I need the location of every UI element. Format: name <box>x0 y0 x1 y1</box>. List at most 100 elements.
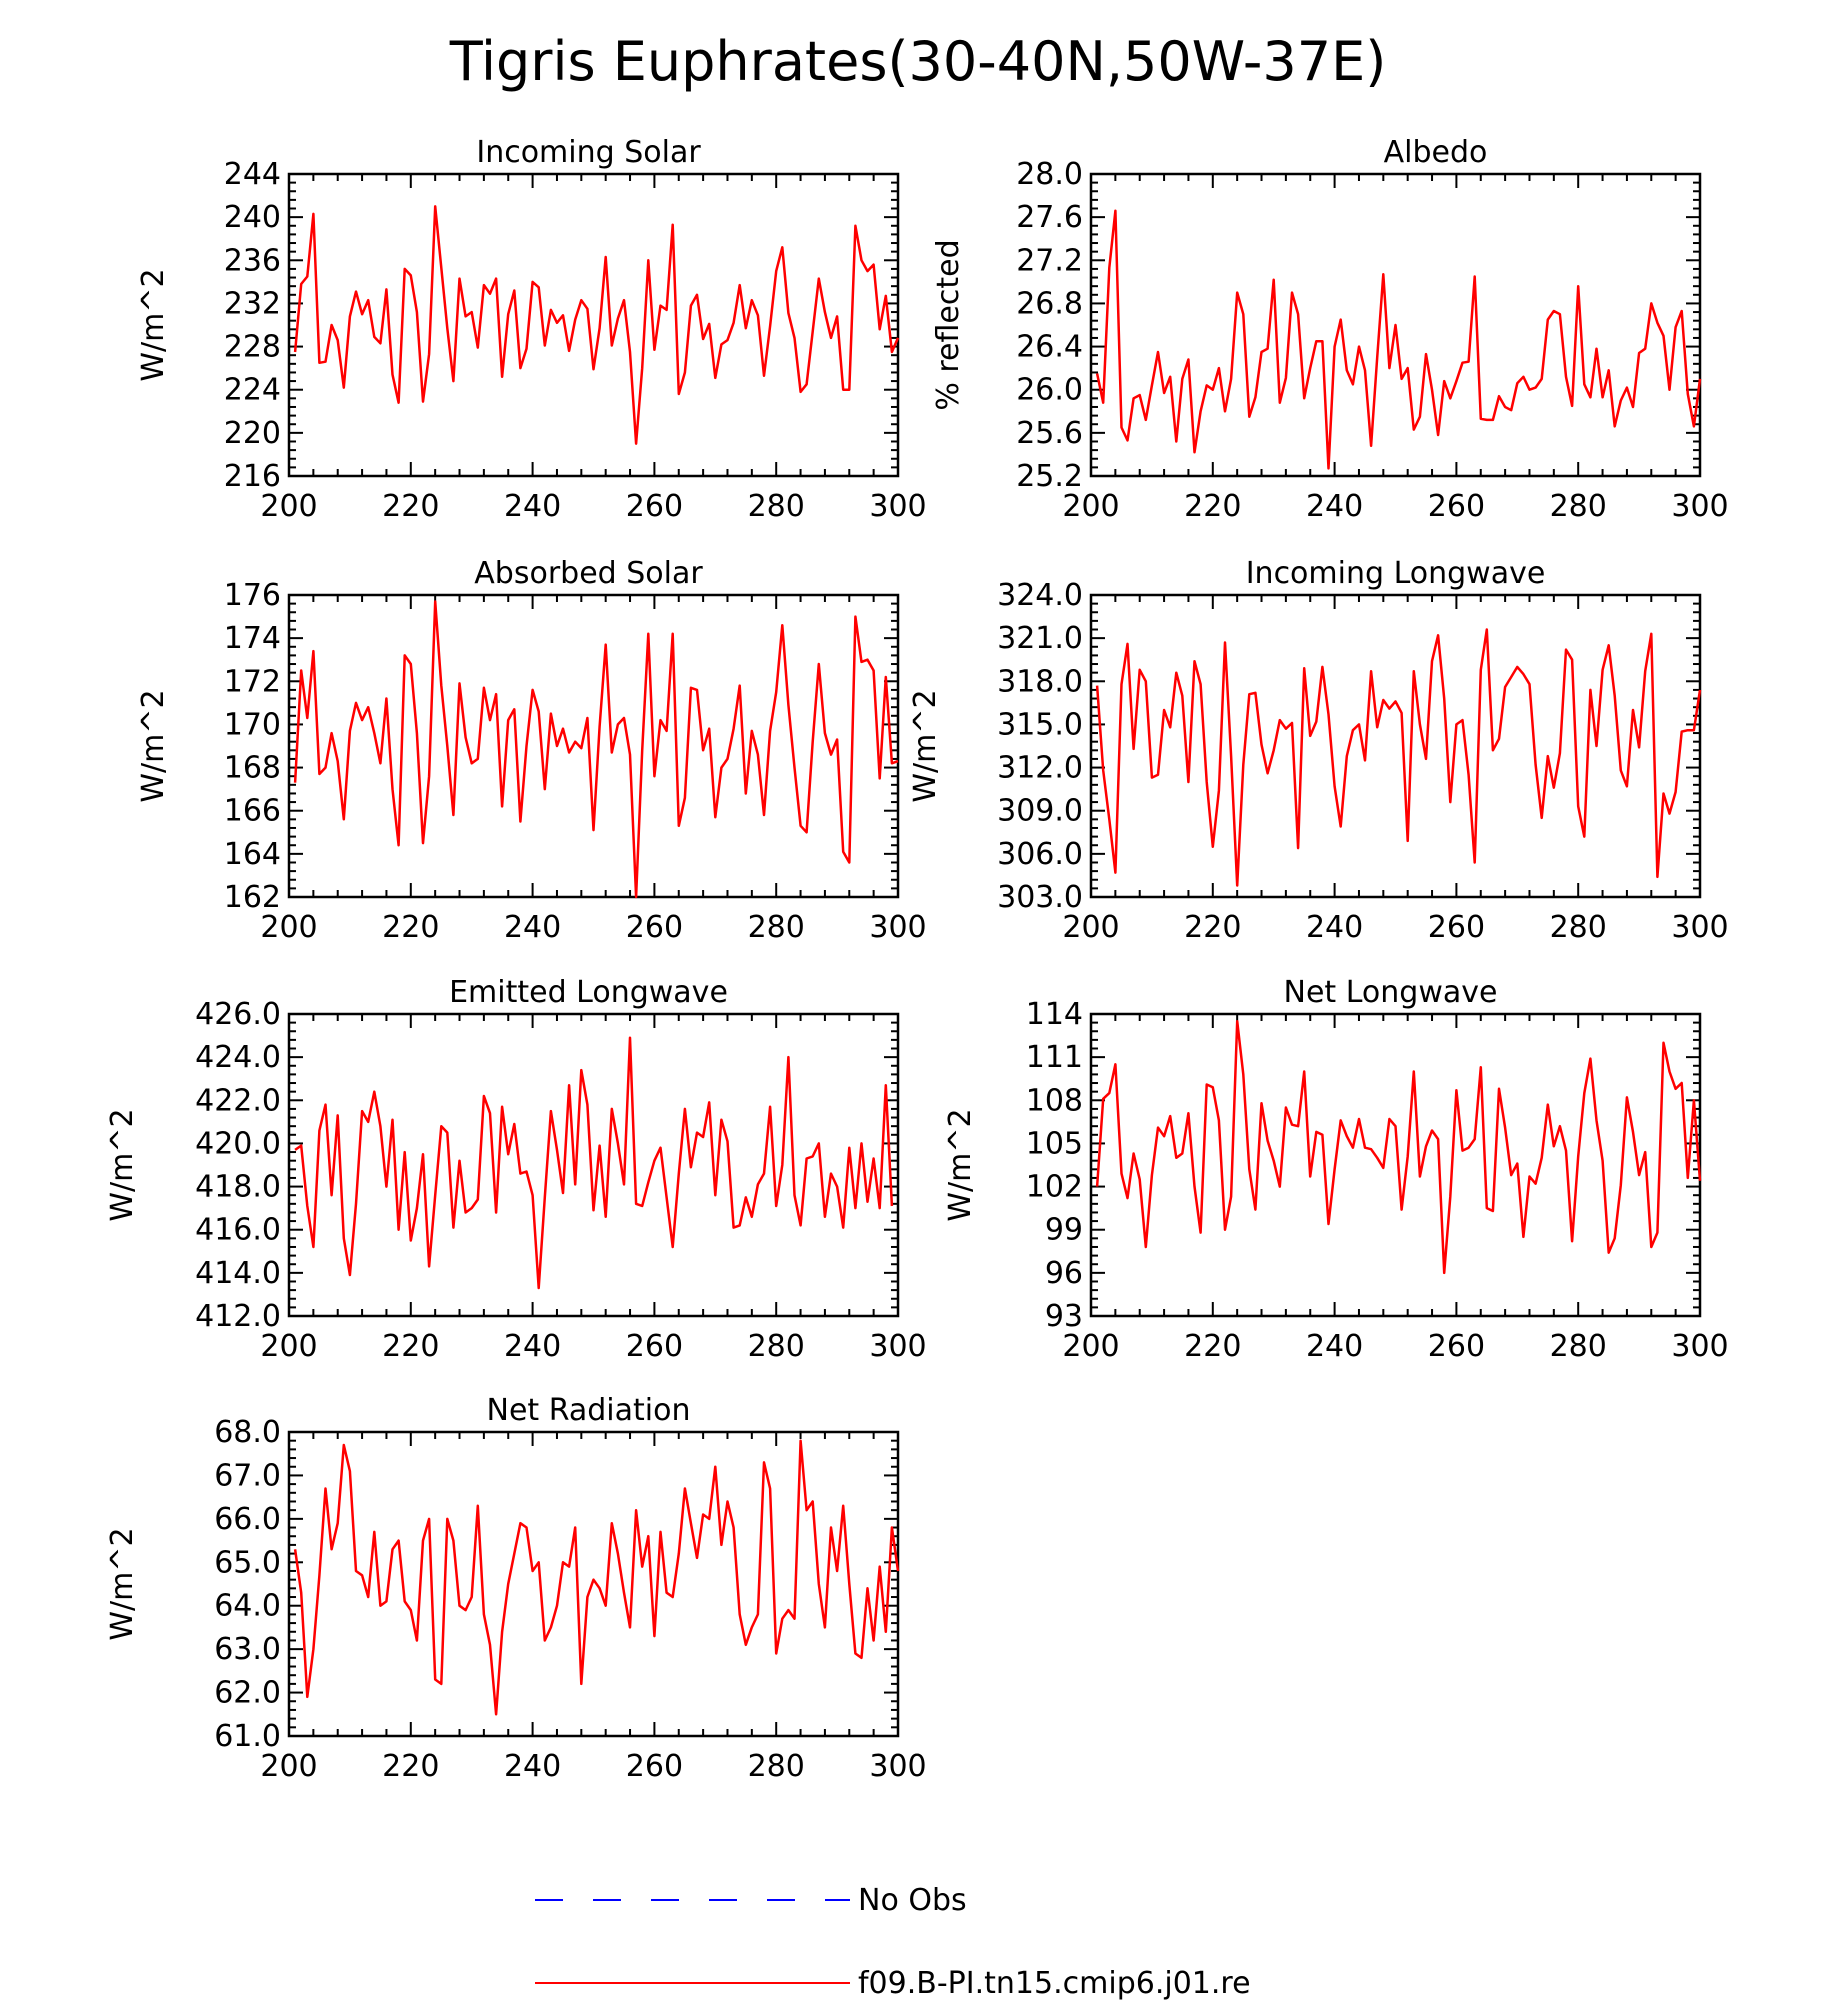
y-tick-label: 306.0 <box>997 837 1083 872</box>
plot-frame <box>287 1430 900 1738</box>
x-tick-label: 260 <box>626 1749 683 1784</box>
y-tick-label: 170 <box>224 707 281 742</box>
y-tick-label: 312.0 <box>997 751 1083 786</box>
legend-model-label: f09.B-PI.tn15.cmip6.j01.re <box>858 1966 1251 2001</box>
plot-frame <box>1089 172 1702 478</box>
x-tick-label: 280 <box>748 1329 805 1364</box>
y-tick-label: 318.0 <box>997 664 1083 699</box>
y-tick-label: 64.0 <box>214 1589 281 1624</box>
panel-incoming-longwave: 200 220 240 260 280 300 303.0 306.0 309.0 312.0 31… <box>908 556 1729 945</box>
y-tick-label: 228 <box>224 330 281 365</box>
x-tick-label: 300 <box>869 1749 926 1784</box>
y-tick-label: 174 <box>224 621 281 656</box>
y-tick-label: 303.0 <box>997 880 1083 915</box>
y-axis-label: W/m^2 <box>136 689 171 802</box>
y-tick-label: 93 <box>1045 1299 1083 1334</box>
panel-title: Incoming Solar <box>476 135 701 170</box>
y-tick-label: 166 <box>224 794 281 829</box>
y-axis-label: W/m^2 <box>943 1108 978 1221</box>
panel-title: Net Radiation <box>487 1393 691 1428</box>
y-tick-label: 61.0 <box>214 1719 281 1754</box>
figure-title: Tigris Euphrates(30-40N,50W-37E) <box>449 30 1387 93</box>
y-axis-label: % reflected <box>931 239 966 410</box>
x-tick-label: 220 <box>1184 489 1241 524</box>
panel-absorbed-solar: 200 220 240 260 280 300 162 164 166 168 170 172 174 1… <box>136 556 927 945</box>
y-tick-label: 105 <box>1026 1126 1083 1161</box>
x-tick-label: 280 <box>1550 1329 1607 1364</box>
x-tick-label: 260 <box>626 489 683 524</box>
series-line-net-longwave <box>1095 1019 1702 1275</box>
y-tick-label: 416.0 <box>195 1213 281 1248</box>
plot-frame <box>1089 1012 1702 1318</box>
legend-obs-label: No Obs <box>858 1883 967 1918</box>
y-tick-label: 244 <box>224 157 281 192</box>
x-tick-label: 240 <box>504 1329 561 1364</box>
panel-title: Incoming Longwave <box>1246 556 1546 591</box>
x-tick-label: 300 <box>1671 489 1728 524</box>
x-tick-label: 220 <box>1184 1329 1241 1364</box>
x-tick-label: 200 <box>1062 910 1119 945</box>
y-tick-label: 111 <box>1026 1040 1083 1075</box>
panel-net-radiation: 200 220 240 260 280 300 61.0 62.0 63.0 64.0 65.0 66… <box>105 1393 927 1784</box>
x-tick-label: 200 <box>1062 1329 1119 1364</box>
y-tick-label: 27.2 <box>1016 243 1083 278</box>
x-tick-label: 280 <box>1550 910 1607 945</box>
y-tick-label: 315.0 <box>997 707 1083 742</box>
y-tick-label: 25.2 <box>1016 459 1083 494</box>
panel-albedo: 200 220 240 260 280 300 25.2 25.6 26.0 26.4 26.8 27… <box>931 135 1729 524</box>
x-tick-label: 260 <box>1428 489 1485 524</box>
y-tick-label: 102 <box>1026 1170 1083 1205</box>
x-tick-label: 280 <box>748 1749 805 1784</box>
y-tick-label: 26.8 <box>1016 286 1083 321</box>
x-tick-label: 240 <box>504 910 561 945</box>
x-tick-label: 220 <box>382 1329 439 1364</box>
series-line-absorbed-solar <box>293 600 899 899</box>
panel-title: Emitted Longwave <box>449 975 728 1010</box>
y-tick-label: 114 <box>1026 997 1083 1032</box>
y-tick-label: 309.0 <box>997 794 1083 829</box>
x-tick-label: 260 <box>626 1329 683 1364</box>
y-tick-label: 420.0 <box>195 1126 281 1161</box>
x-tick-label: 220 <box>382 910 439 945</box>
y-tick-label: 62.0 <box>214 1676 281 1711</box>
series-line-incoming-solar <box>293 205 900 445</box>
y-tick-label: 25.6 <box>1016 416 1083 451</box>
y-tick-label: 108 <box>1026 1083 1083 1118</box>
panel-emitted-longwave: 200 220 240 260 280 300 412.0 414.0 416.0 418.0 42… <box>105 975 927 1364</box>
y-tick-label: 26.4 <box>1016 330 1083 365</box>
y-tick-label: 168 <box>224 751 281 786</box>
y-tick-label: 216 <box>224 459 281 494</box>
plot-frame <box>287 593 900 899</box>
panel-title: Albedo <box>1384 135 1488 170</box>
y-tick-label: 27.6 <box>1016 200 1083 235</box>
plot-frame <box>287 172 900 478</box>
y-tick-label: 236 <box>224 243 281 278</box>
x-tick-label: 200 <box>260 910 317 945</box>
y-tick-label: 240 <box>224 200 281 235</box>
x-tick-label: 200 <box>260 489 317 524</box>
x-tick-label: 220 <box>382 489 439 524</box>
y-tick-label: 412.0 <box>195 1299 281 1334</box>
y-tick-label: 426.0 <box>195 997 281 1032</box>
y-tick-label: 414.0 <box>195 1256 281 1291</box>
x-tick-label: 240 <box>504 489 561 524</box>
x-tick-label: 280 <box>748 489 805 524</box>
panel-title: Absorbed Solar <box>474 556 703 591</box>
x-tick-label: 200 <box>260 1329 317 1364</box>
y-tick-label: 67.0 <box>214 1458 281 1493</box>
y-tick-label: 224 <box>224 373 281 408</box>
legend: No Obs f09.B-PI.tn15.cmip6.j01.re <box>535 1883 1251 2001</box>
x-tick-label: 280 <box>1550 489 1607 524</box>
y-tick-label: 232 <box>224 286 281 321</box>
panel-net-longwave: 200 220 240 260 280 300 93 96 99 102 105 108 111 114 N… <box>943 975 1729 1364</box>
x-tick-label: 300 <box>869 1329 926 1364</box>
y-tick-label: 99 <box>1045 1213 1083 1248</box>
y-tick-label: 65.0 <box>214 1545 281 1580</box>
x-tick-label: 220 <box>382 1749 439 1784</box>
x-tick-label: 200 <box>1062 489 1119 524</box>
x-tick-label: 240 <box>504 1749 561 1784</box>
x-tick-label: 260 <box>1428 1329 1485 1364</box>
y-tick-label: 422.0 <box>195 1083 281 1118</box>
y-tick-label: 321.0 <box>997 621 1083 656</box>
plot-frame <box>287 1012 900 1318</box>
